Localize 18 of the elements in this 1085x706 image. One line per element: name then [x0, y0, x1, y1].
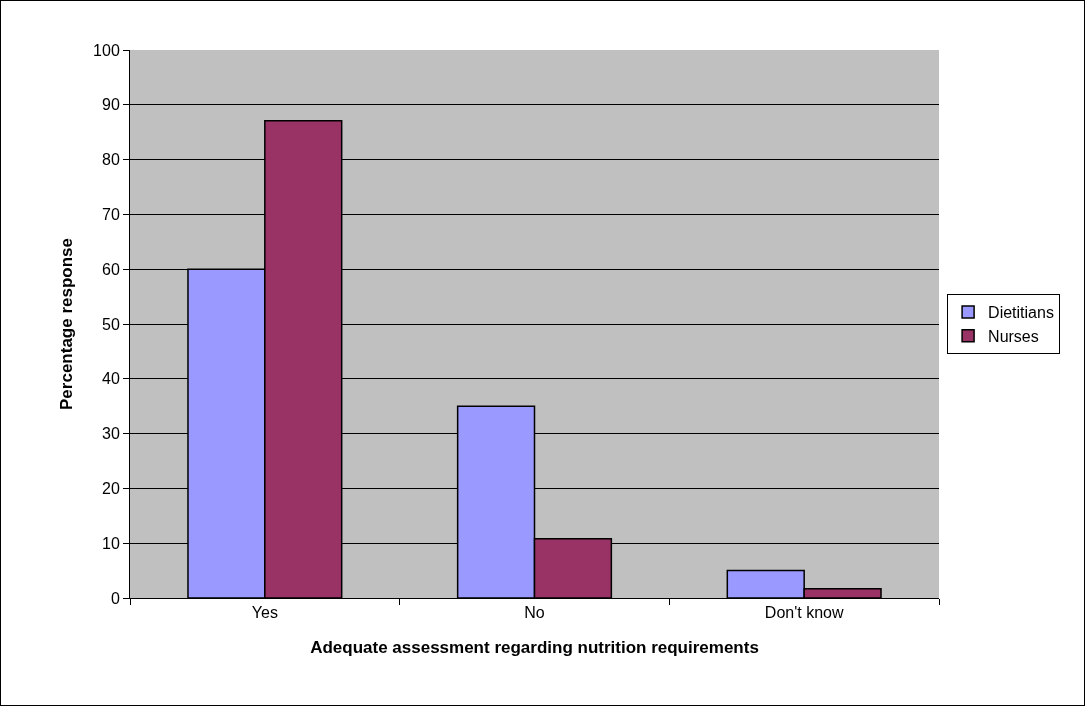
- x-tick-label: Don't know: [764, 604, 844, 622]
- y-tick-label: 10: [102, 534, 120, 552]
- y-tick-label: 40: [102, 370, 120, 388]
- x-axis-title: Adequate assessment regarding nutrition requirements: [310, 637, 759, 657]
- y-tick-label: 50: [102, 315, 120, 333]
- y-tick-label: 80: [102, 151, 120, 169]
- x-tick-label: No: [524, 604, 545, 622]
- legend-label: Nurses: [988, 327, 1039, 345]
- y-tick-label: 70: [102, 206, 120, 223]
- y-tick-label: 90: [102, 96, 120, 114]
- y-tick-label: 20: [102, 480, 120, 497]
- y-tick-label: 60: [102, 260, 120, 278]
- y-tick-label: 30: [102, 425, 120, 443]
- y-tick-label: 0: [110, 589, 120, 607]
- y-tick-label: 100: [93, 41, 120, 59]
- x-tick-label: Yes: [251, 604, 278, 622]
- y-axis-title: Percentage response: [56, 238, 76, 410]
- legend-label: Dietitians: [988, 304, 1054, 322]
